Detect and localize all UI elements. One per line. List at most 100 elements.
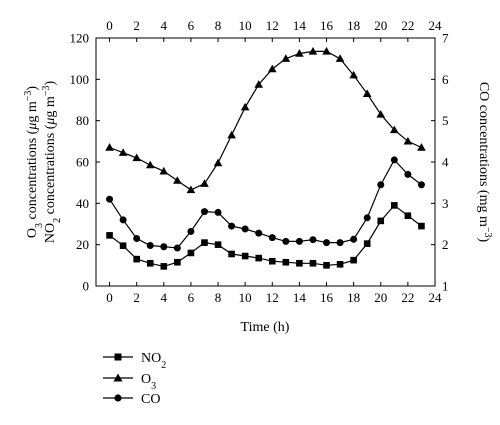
x-top-tick-label: 8 — [215, 18, 222, 33]
x-tick-label: 24 — [429, 290, 443, 305]
data-point-co — [255, 229, 263, 237]
data-point-o3 — [227, 130, 236, 139]
data-point-no2 — [119, 242, 127, 249]
y-left-tick-label: 120 — [70, 31, 90, 46]
data-point-co — [241, 225, 249, 233]
x-axis-title: Time (h) — [241, 320, 290, 335]
data-point-co — [214, 208, 222, 216]
x-tick-label: 0 — [106, 290, 113, 305]
data-point-co — [417, 181, 425, 189]
y-right-tick-label: 6 — [442, 72, 449, 87]
data-point-o3 — [105, 143, 114, 151]
legend-marker-triangle — [113, 373, 123, 382]
y-right-tick-label: 2 — [442, 237, 449, 252]
legend: NO2 O3 CO — [103, 351, 166, 407]
legend-label-o3: O3 — [141, 372, 156, 392]
data-point-o3 — [417, 143, 426, 151]
tick-marks — [96, 37, 436, 287]
data-point-no2 — [309, 259, 317, 267]
data-point-co — [146, 241, 154, 249]
data-point-o3 — [335, 54, 345, 62]
data-point-no2 — [174, 258, 181, 266]
data-point-o3 — [240, 102, 250, 111]
legend-label-no2: NO2 — [141, 351, 166, 371]
x-tick-label: 8 — [215, 290, 222, 305]
x-tick-label: 14 — [293, 290, 307, 305]
data-point-o3 — [132, 153, 141, 162]
data-point-no2 — [377, 217, 385, 225]
data-point-o3 — [362, 89, 372, 97]
y-right-tick-label: 3 — [442, 196, 449, 211]
y-left-tick-label: 100 — [70, 72, 90, 87]
data-point-no2 — [391, 202, 398, 209]
legend-item-no2: NO2 — [103, 351, 166, 371]
y-right-tick-label: 1 — [442, 279, 449, 294]
data-point-o3 — [308, 47, 318, 55]
x-top-tick-label: 16 — [320, 18, 334, 33]
x-top-tick-label: 14 — [293, 18, 307, 33]
data-point-o3 — [186, 185, 196, 194]
data-point-co — [390, 156, 398, 164]
series-o3 — [105, 47, 426, 194]
data-point-no2 — [106, 232, 113, 239]
x-tick-label: 4 — [161, 290, 168, 305]
y-left-tick-label: 0 — [83, 279, 90, 294]
data-point-co — [282, 237, 290, 245]
x-top-tick-label: 18 — [347, 18, 360, 33]
y-axis-left-title-o3: O3 concentrations (μg m−3) — [23, 86, 45, 238]
x-tick-label: 12 — [266, 290, 279, 305]
data-point-co — [160, 243, 168, 251]
data-point-o3 — [118, 148, 128, 156]
data-point-no2 — [296, 259, 303, 267]
data-point-co — [377, 181, 385, 189]
x-top-tick-label: 24 — [429, 18, 443, 33]
x-top-tick-label: 20 — [374, 18, 387, 33]
data-point-o3 — [295, 49, 304, 57]
data-point-co — [404, 170, 412, 178]
data-point-co — [133, 234, 141, 242]
data-point-no2 — [363, 240, 371, 247]
data-point-no2 — [350, 256, 357, 264]
data-point-co — [350, 235, 358, 243]
series-line-co — [109, 158, 422, 249]
x-tick-label: 18 — [347, 290, 360, 305]
y-axis-left-title-no2: NO2 concentrations (μg m−3) — [41, 81, 63, 244]
data-point-co — [173, 244, 181, 252]
data-point-o3 — [349, 70, 358, 79]
series-line-o3 — [109, 50, 422, 191]
data-point-co — [119, 216, 127, 224]
x-top-tick-label: 4 — [161, 18, 168, 33]
data-point-co — [309, 236, 317, 244]
data-point-o3 — [213, 158, 223, 167]
x-top-tick-label: 2 — [133, 18, 140, 33]
legend-marker-square — [114, 353, 122, 361]
data-point-no2 — [241, 252, 249, 260]
data-point-co — [228, 222, 236, 230]
plot-area-frame — [95, 37, 436, 287]
data-point-o3 — [145, 160, 155, 169]
y-left-tick-label: 20 — [76, 237, 89, 252]
data-point-o3 — [390, 125, 399, 134]
data-point-o3 — [403, 136, 413, 145]
legend-item-co: CO — [103, 392, 160, 407]
data-point-no2 — [187, 249, 195, 257]
series-no2 — [106, 202, 425, 270]
data-point-no2 — [228, 250, 235, 258]
y-right-tick-label: 4 — [442, 155, 449, 170]
x-tick-label: 2 — [133, 290, 140, 305]
data-point-no2 — [214, 241, 222, 248]
legend-marker-circle — [114, 394, 122, 402]
x-tick-label: 20 — [374, 290, 387, 305]
y-left-tick-label: 60 — [76, 155, 89, 170]
series-co — [106, 156, 425, 252]
data-point-co — [323, 239, 331, 247]
data-point-no2 — [133, 255, 140, 263]
data-point-o3 — [254, 80, 264, 88]
data-point-no2 — [268, 257, 276, 265]
data-point-o3 — [200, 179, 209, 187]
x-top-tick-label: 12 — [266, 18, 279, 33]
x-tick-label: 10 — [239, 290, 252, 305]
data-point-no2 — [160, 263, 168, 270]
y-left-tick-label: 40 — [76, 196, 89, 211]
